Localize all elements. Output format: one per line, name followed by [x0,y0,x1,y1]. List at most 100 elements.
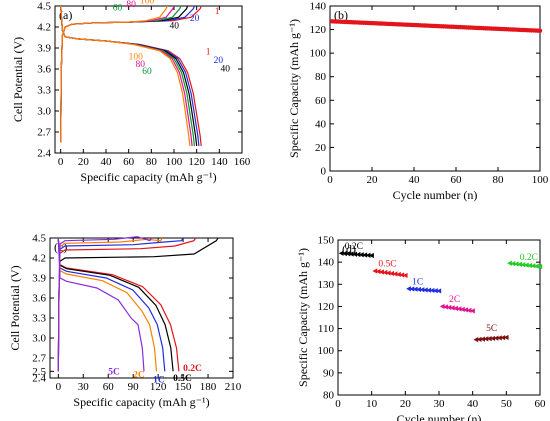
data-point [534,263,539,269]
y-tick-label: 90 [323,367,335,379]
data-point [507,260,512,266]
charge-curve [60,5,168,143]
data-point [530,263,536,269]
y-tick-label: 3.3 [32,313,46,325]
x-tick-label: 150 [175,381,192,393]
data-point [493,335,499,341]
y-tick-label: 3.6 [32,293,46,305]
data-point [402,272,408,279]
data-point [486,336,492,342]
data-point [520,262,526,268]
x-tick-label: 0 [327,174,333,186]
cycle-annotation: 1 [206,48,211,58]
y-tick-label: 2.7 [32,353,46,365]
data-point [537,263,543,270]
charge-curve [60,5,175,143]
panel-label: (c) [54,240,67,254]
cycle-annotation: 1 [215,7,220,17]
data-point [449,305,455,311]
x-tick-label: 0 [335,398,341,410]
x-axis-label: Specific capacity (mAh g⁻¹) [73,395,209,409]
data-point [396,271,401,278]
data-point [473,337,479,343]
y-tick-label: 4.2 [32,253,46,265]
charge-curve [60,5,182,143]
discharge-curve [57,237,174,372]
y-tick-label: 2.4 [32,373,46,385]
x-tick-label: 120 [150,381,167,393]
data-point [446,304,452,311]
x-tick-label: 60 [451,174,463,186]
data-point [433,288,438,294]
y-tick-label: 2.5 [32,366,46,378]
data-point [483,336,489,342]
data-point [523,262,529,268]
data-point [365,252,371,258]
y-tick-label: 4.2 [37,22,51,34]
y-axis-label: Cell Potential (V) [11,37,25,122]
rate-label: 0.5C [378,260,396,270]
x-tick-label: 20 [400,398,412,410]
data-point [510,261,516,267]
panel-c: 0 30 60 90 120 150 180 210 2.42.52.7 3.0 3.3 3.6 3.9… [8,233,242,410]
cycle-annotation: 80 [126,0,136,10]
rate-label: 0.5C [173,374,192,384]
rate-label: 1C [412,277,423,287]
charge-curve [57,237,219,372]
y-tick-label: 3.3 [37,85,51,97]
x-tick-label: 100 [532,174,549,186]
y-tick-label: 140 [318,257,335,269]
x-tick-label: 60 [535,398,547,410]
data-point [375,268,381,275]
x-axis-label: Cycle number (n) [393,188,478,202]
cycle-annotation: 100 [140,0,155,6]
data-point [497,335,502,341]
x-tick-label: 90 [128,381,140,393]
data-point [409,286,415,292]
data-point [436,288,442,294]
y-tick-label: 100 [310,48,327,60]
data-point [517,261,522,267]
x-axis-label: Specific capacity (mAh g⁻¹) [80,170,216,184]
data-point [490,335,496,342]
x-tick-label: 180 [200,381,217,393]
x-tick-label: 80 [493,174,505,186]
data-point [399,272,405,278]
x-tick-label: 50 [501,398,513,410]
y-tick-label: 150 [318,235,335,247]
data-point [439,303,445,310]
y-tick-label: 40 [315,118,327,130]
data-point [513,261,519,267]
y-tick-label: 110 [318,323,335,335]
y-tick-label: 3.9 [37,43,51,55]
x-tick-label: 30 [78,381,90,393]
x-tick-label: 40 [101,156,113,168]
data-point [466,307,472,313]
y-tick-label: 2.7 [37,127,51,139]
data-point [476,336,482,342]
data-point [470,308,475,314]
rate-label: 0.2C [520,253,538,263]
data-point [412,286,418,292]
panel-b: 0 20 40 60 80 100 0 20 40 60 80 100 120 140 Cycle numb… [287,1,549,203]
y-tick-label: 20 [315,142,327,154]
data-point [422,287,428,293]
x-tick-label: 80 [146,156,158,168]
x-tick-label: 60 [103,381,115,393]
y-tick-label: 3.9 [32,273,46,285]
data-point [362,252,368,258]
data-point [348,251,354,257]
y-tick-label: 4.5 [32,233,46,245]
cycle-annotation: 40 [169,22,179,32]
data-point [345,251,351,257]
cycle-annotation: 100 [129,52,144,62]
y-tick-label: 3.6 [37,64,51,76]
plot-frame [49,237,234,379]
rate-label: 5C [108,367,120,377]
data-point [429,287,435,294]
data-point [503,334,509,341]
y-axis-label: Specific Capacity (mAh g⁻¹) [296,248,310,387]
y-tick-label: 4.5 [37,1,51,13]
data-point [453,305,459,311]
